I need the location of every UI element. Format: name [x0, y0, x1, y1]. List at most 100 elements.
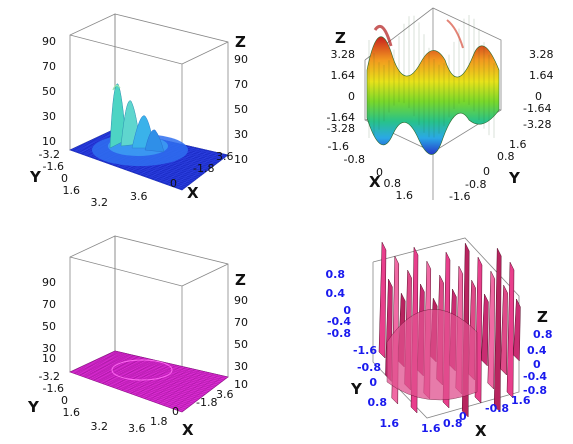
- z-tick-left: 10: [42, 135, 56, 148]
- box-left-wall: [69, 235, 116, 373]
- y-axis-label: Y: [508, 169, 521, 187]
- z-tick-right: 50: [234, 103, 248, 116]
- y-tick: -3.2: [39, 370, 60, 383]
- y-axis-label: Y: [29, 168, 42, 186]
- grid-line: [172, 374, 219, 409]
- y-tick: -0.8: [357, 361, 381, 374]
- z-tick-left: -0.8: [327, 327, 351, 340]
- x-tick: -1.6: [328, 140, 349, 153]
- z-tick-right: 50: [234, 338, 248, 351]
- z-tick-right: -0.8: [523, 384, 547, 397]
- z-axis-label: Z: [537, 308, 548, 326]
- x-axis-label: X: [369, 173, 381, 191]
- z-tick-right: 10: [234, 153, 248, 166]
- y-tick: -1.6: [43, 382, 64, 395]
- y-tick: 0.8: [497, 150, 515, 163]
- z-tick-right: -3.28: [523, 118, 551, 131]
- surface-dome: [386, 309, 478, 401]
- z-axis-label: Z: [235, 271, 246, 289]
- box-left-wall: [69, 13, 116, 151]
- surface-spike: [493, 247, 502, 413]
- x-tick: 3.6: [216, 388, 234, 401]
- x-tick: 0.8: [384, 177, 402, 190]
- x-tick: 1.8: [150, 415, 168, 428]
- z-tick-left: -1.64: [327, 111, 355, 124]
- surface-spike: [506, 261, 515, 399]
- box-outline: [372, 237, 520, 419]
- z-tick-left: 90: [42, 35, 56, 48]
- surface-peak-highlight: [373, 25, 393, 47]
- surface-grid: [368, 15, 495, 138]
- grid-line: [172, 152, 219, 187]
- surface-plot-3: 90 70 50 30 10 Z 90 70 50 30 10 -3.2 -1.…: [0, 222, 286, 444]
- x-axis-label: X: [182, 421, 194, 439]
- z-tick-right: 70: [234, 78, 248, 91]
- x-tick: 0: [172, 405, 179, 418]
- y-tick: 3.2: [91, 420, 109, 433]
- grid-line: [107, 354, 221, 384]
- surface-peak: [92, 83, 188, 166]
- z-tick-right: 0: [533, 358, 541, 371]
- z-tick-left: -0.4: [327, 315, 351, 328]
- x-tick: 0: [459, 410, 467, 423]
- grid-line: [181, 376, 229, 413]
- z-tick-left: 0.4: [326, 287, 346, 300]
- z-tick-left: 90: [42, 276, 56, 289]
- z-tick-right: -1.64: [523, 102, 551, 115]
- surface-plot-2: Z 3.28 1.64 0 -1.64 -3.28 3.28 1.64 0 -1…: [287, 0, 573, 222]
- x-tick: 0: [170, 177, 177, 190]
- surface-spike: [481, 293, 489, 367]
- z-tick-left: -3.28: [327, 122, 355, 135]
- surface-plot-1-canvas: 90 70 50 30 10 Z 90 70 50 30 10 -3.2 -1.…: [29, 13, 248, 209]
- box-top-edge-front: [69, 34, 183, 65]
- x-tick: 1.6: [421, 422, 441, 435]
- surface-ripple: [111, 359, 173, 381]
- y-tick: 1.6: [63, 184, 81, 197]
- z-tick-right: 0: [535, 90, 542, 103]
- z-tick-left: 10: [42, 352, 56, 365]
- z-tick-left: 30: [42, 110, 56, 123]
- y-tick: 0: [61, 172, 68, 185]
- x-tick: -1.8: [193, 162, 214, 175]
- z-tick-left: 0: [348, 90, 355, 103]
- x-axis-label: X: [187, 184, 199, 202]
- surface-plot-3-canvas: 90 70 50 30 10 Z 90 70 50 30 10 -3.2 -1.…: [27, 235, 248, 439]
- surface-plot-4-canvas: 0.8 0.4 0 -0.4 -0.8 -1.6 -0.8 0 0.8 1.6 …: [326, 237, 553, 440]
- y-tick: 3.2: [91, 196, 109, 209]
- y-axis-label: Y: [27, 398, 40, 416]
- x-tick: -0.8: [485, 402, 509, 415]
- z-tick-left: 1.64: [331, 69, 356, 82]
- surface-spike: [378, 241, 387, 359]
- surface-spike: [487, 270, 496, 390]
- x-tick: 3.6: [130, 190, 148, 203]
- surface-plot-4: 0.8 0.4 0 -0.4 -0.8 -1.6 -0.8 0 0.8 1.6 …: [287, 222, 573, 444]
- z-tick-right: 30: [234, 128, 248, 141]
- grid-line: [181, 154, 229, 191]
- y-tick: 0: [369, 376, 377, 389]
- z-tick-right: 90: [234, 53, 248, 66]
- grid-line: [113, 351, 227, 379]
- x-axis-label: X: [475, 422, 487, 440]
- z-tick-right: -0.4: [523, 370, 547, 383]
- grid-line: [167, 373, 214, 408]
- y-tick: -1.6: [353, 344, 377, 357]
- z-tick-left: 3.28: [331, 48, 356, 61]
- x-tick: -0.8: [344, 153, 365, 166]
- z-tick-left: 50: [42, 85, 56, 98]
- z-tick-right: 3.28: [529, 48, 554, 61]
- x-tick: 1.6: [396, 189, 414, 202]
- grid-line: [177, 375, 224, 411]
- surface-peak-highlight: [446, 19, 464, 49]
- grid-line: [114, 350, 229, 378]
- z-tick-right: 30: [234, 360, 248, 373]
- z-tick-left: 70: [42, 60, 56, 73]
- surface-spike: [500, 284, 508, 376]
- grid-line: [111, 352, 225, 381]
- y-tick: -1.6: [43, 160, 64, 173]
- surface-spikes: [378, 241, 521, 418]
- z-tick-right: 70: [234, 316, 248, 329]
- y-tick: -0.8: [465, 178, 486, 191]
- box-top-edge-right: [181, 263, 229, 287]
- surface-spike: [513, 298, 521, 362]
- z-tick-left: 50: [42, 320, 56, 333]
